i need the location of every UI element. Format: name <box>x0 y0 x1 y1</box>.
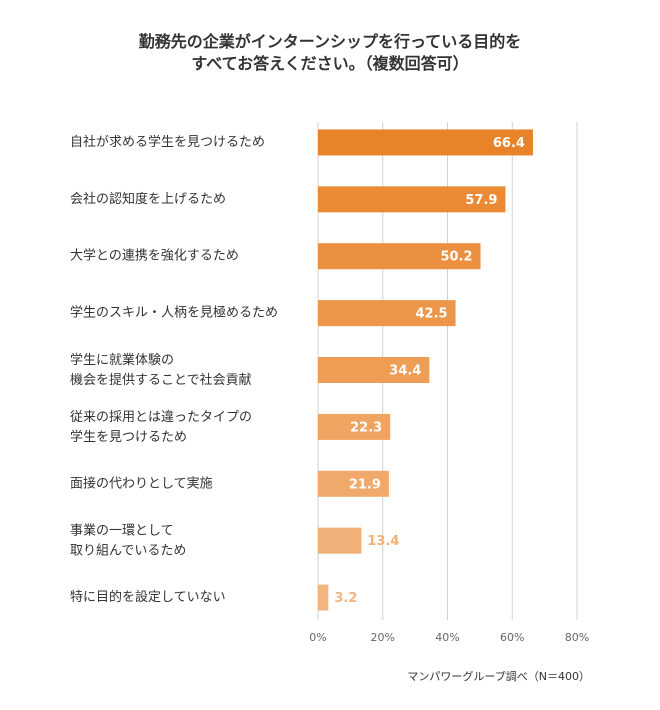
value-label: 3.2 <box>334 591 357 606</box>
bar <box>318 300 456 327</box>
value-label: 42.5 <box>416 307 448 322</box>
y-tick-label: 大学との連携を強化するため <box>70 248 239 264</box>
x-tick-label: 60% <box>500 631 524 644</box>
bar <box>318 243 481 270</box>
y-tick-label: 従来の採用とは違ったタイプの学生を見つけるため <box>70 409 252 444</box>
y-tick-label: 学生に就業体験の機会を提供することで社会貢献 <box>70 352 252 388</box>
bar <box>318 527 362 554</box>
x-tick-label: 20% <box>371 631 395 644</box>
source-note: マンパワーグループ調べ（N＝400） <box>407 669 590 683</box>
value-label: 66.4 <box>493 136 525 151</box>
value-label: 34.4 <box>389 364 421 379</box>
bar <box>318 470 389 497</box>
bar <box>318 357 430 383</box>
bar <box>318 186 506 213</box>
value-label: 21.9 <box>349 477 381 492</box>
y-tick-label: 面接の代わりとして実施 <box>70 475 213 491</box>
value-label: 50.2 <box>440 250 472 265</box>
y-tick-label: 事業の一環として取り組んでいるため <box>70 522 186 558</box>
bar <box>318 129 533 156</box>
y-tick-label: 学生のスキル・人柄を見極めるため <box>70 305 278 321</box>
value-label: 57.9 <box>465 193 497 208</box>
y-tick-label: 自社が求める学生を見つけるため <box>70 134 265 150</box>
value-label: 13.4 <box>367 534 399 549</box>
chart-title: 勤務先の企業がインターンシップを行っている目的をすべてお答えください。（複数回答… <box>139 32 521 73</box>
x-tick-label: 40% <box>435 631 459 644</box>
value-label: 22.3 <box>350 420 382 435</box>
y-tick-label: 特に目的を設定していない <box>70 589 226 605</box>
y-tick-label: 会社の認知度を上げるため <box>70 191 226 207</box>
bar <box>318 413 391 440</box>
x-tick-label: 0% <box>309 631 326 644</box>
bar <box>318 584 329 611</box>
x-tick-label: 80% <box>565 631 589 644</box>
